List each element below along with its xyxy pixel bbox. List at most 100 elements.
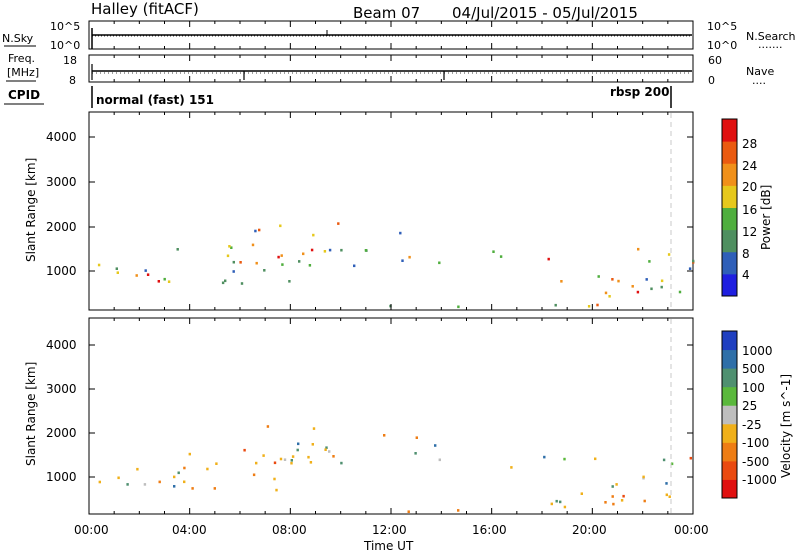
station-title: Halley (fitACF) (91, 0, 199, 18)
velocity-cbar-tick-500: 500 (742, 362, 765, 376)
velocity-cbar-tick-m100: -100 (742, 436, 769, 450)
echo-cell (665, 482, 668, 485)
echo-cell (277, 255, 280, 259)
power-panel: 1000 2000 3000 4000 Slant Range [km] 4 8… (24, 111, 773, 311)
echo-cell (631, 285, 634, 288)
echo-cell (688, 267, 692, 270)
echo-cell (262, 454, 265, 457)
echo-cell (116, 271, 119, 274)
echo-cell (622, 494, 625, 498)
echo-cell (323, 250, 327, 253)
echo-cell (543, 455, 546, 459)
xtick-5: 20:00 (572, 523, 607, 537)
echo-cell (689, 456, 692, 460)
echo-cell (364, 249, 368, 252)
colorbar-band (722, 207, 737, 231)
echo-cell (604, 291, 608, 295)
echo-cell (559, 500, 562, 504)
echo-cell (239, 261, 242, 264)
nsearch-legend: ....... (758, 38, 782, 51)
echo-cell (273, 461, 277, 465)
colorbar-band (722, 273, 737, 297)
velocity-cbar-tick-m25: -25 (742, 418, 762, 432)
echo-cell (266, 425, 270, 428)
echo-cell (98, 480, 101, 484)
velocity-field (98, 425, 692, 513)
velocity-colorbar (722, 331, 737, 499)
echo-cell (206, 467, 209, 471)
echo-cell (157, 280, 160, 283)
echo-cell (263, 269, 266, 272)
echo-cell (401, 259, 404, 262)
nsky-label: N.Sky (2, 32, 34, 45)
echo-cell (554, 303, 557, 307)
echo-cell (560, 280, 563, 283)
echo-cell (457, 509, 460, 512)
echo-cell (670, 462, 674, 466)
velocity-ylabel: Slant Range [km] (24, 362, 38, 466)
echo-cell (547, 257, 550, 261)
beam-label: Beam 07 (353, 4, 420, 22)
echo-cell (438, 261, 441, 265)
power-cbar-tick-12: 12 (742, 225, 757, 239)
noise-left-tick-bottom: 10^0 (50, 39, 80, 52)
echo-cell (594, 457, 597, 461)
colorbar-band (722, 185, 737, 208)
echo-cell (332, 455, 335, 458)
nave-label: Nave (746, 65, 774, 78)
power-cbar-tick-24: 24 (742, 159, 757, 173)
colorbar-band (722, 251, 737, 275)
noise-right-tick-bottom: 10^0 (707, 39, 737, 52)
echo-cell (283, 458, 287, 461)
echo-cell (645, 278, 648, 281)
echo-cell (230, 246, 233, 249)
colorbar-band (722, 331, 737, 351)
echo-cell (252, 473, 256, 477)
cpid-mode-rbsp: rbsp 200 (610, 85, 669, 99)
velocity-colorbar-label: Velocity [m s^-1] (779, 374, 793, 478)
echo-cell (340, 248, 343, 252)
power-cbar-tick-8: 8 (742, 247, 750, 261)
echo-cell (608, 295, 611, 298)
echo-cell (273, 477, 276, 481)
echo-cell (296, 448, 299, 452)
velocity-cbar-tick-25: 25 (742, 399, 757, 413)
echo-cell (434, 444, 437, 447)
power-colorbar-label: Power [dB] (759, 185, 773, 250)
power-cbar-tick-4: 4 (742, 268, 750, 282)
echo-cell (228, 245, 231, 248)
noise-panel: N.Sky 10^5 10^0 10^5 10^0 N.Search .....… (2, 20, 796, 52)
echo-cell (115, 267, 118, 270)
power-cbar-tick-16: 16 (742, 203, 757, 217)
echo-cell (407, 510, 410, 513)
echo-cell (280, 254, 283, 257)
echo-cell (290, 461, 293, 465)
freq-drops (91, 64, 445, 80)
echo-cell (240, 282, 244, 285)
echo-cell (254, 229, 257, 233)
freq-left-tick-top: 18 (63, 54, 77, 67)
echo-cell (611, 485, 614, 488)
echo-cell (232, 270, 235, 273)
echo-cell (692, 259, 695, 263)
power-panel-frame (88, 111, 694, 311)
echo-cell (414, 452, 417, 455)
velocity-panel: 1000 2000 3000 4000 Slant Range [km] 100… (24, 317, 793, 515)
echo-cell (408, 255, 411, 259)
echo-cell (492, 250, 495, 253)
echo-cell (167, 280, 171, 283)
echo-cell (620, 499, 624, 502)
velocity-ticks (89, 344, 693, 478)
velocity-ytick-2000: 2000 (46, 426, 77, 440)
date-range-label: 04/Jul/2015 - 05/Jul/2015 (452, 4, 638, 22)
echo-cell (173, 485, 176, 488)
echo-cell (642, 475, 645, 479)
power-ytick-1000: 1000 (46, 264, 77, 278)
xlabel: Time UT (363, 539, 414, 553)
colorbar-band (722, 386, 737, 406)
echo-cell (117, 476, 120, 480)
echo-cell (499, 255, 503, 258)
echo-cell (510, 466, 513, 469)
nave-legend: .... (752, 74, 766, 87)
echo-cell (158, 480, 161, 484)
